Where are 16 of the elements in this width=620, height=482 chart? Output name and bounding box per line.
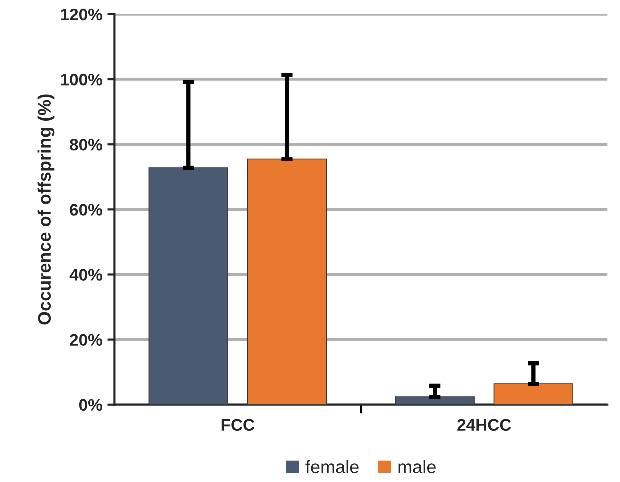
- bar: [494, 384, 574, 405]
- bar: [395, 396, 475, 405]
- bar: [148, 168, 228, 405]
- y-axis-title: Occurence of offspring (%): [38, 94, 55, 325]
- y-tick-label: 60%: [70, 204, 102, 216]
- y-tick-label: 100%: [61, 74, 102, 86]
- y-tick-label: 20%: [70, 334, 102, 346]
- y-tick-label: 120%: [61, 8, 102, 21]
- y-tick-label: 40%: [70, 269, 102, 281]
- x-tick-label: FCC: [222, 419, 255, 432]
- legend-label: male: [398, 460, 436, 474]
- y-tick-label: 80%: [70, 139, 102, 151]
- y-tick-label: 0%: [79, 399, 102, 412]
- x-tick-label: 24HCC: [458, 419, 512, 432]
- bar: [247, 158, 328, 405]
- legend-label: female: [306, 460, 359, 474]
